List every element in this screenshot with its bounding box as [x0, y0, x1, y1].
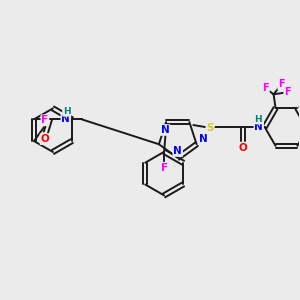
Text: F: F — [41, 115, 49, 125]
Text: H: H — [254, 115, 262, 124]
Text: N: N — [173, 146, 182, 156]
Text: S: S — [206, 123, 214, 133]
Text: N: N — [199, 134, 208, 144]
Text: F: F — [262, 83, 269, 93]
Text: N: N — [161, 125, 170, 135]
Text: N: N — [254, 122, 263, 132]
Text: O: O — [40, 134, 49, 144]
Text: F: F — [160, 163, 168, 173]
Text: F: F — [278, 80, 285, 89]
Text: F: F — [284, 87, 291, 97]
Text: H: H — [63, 107, 70, 116]
Text: O: O — [238, 143, 247, 153]
Text: N: N — [61, 114, 70, 124]
